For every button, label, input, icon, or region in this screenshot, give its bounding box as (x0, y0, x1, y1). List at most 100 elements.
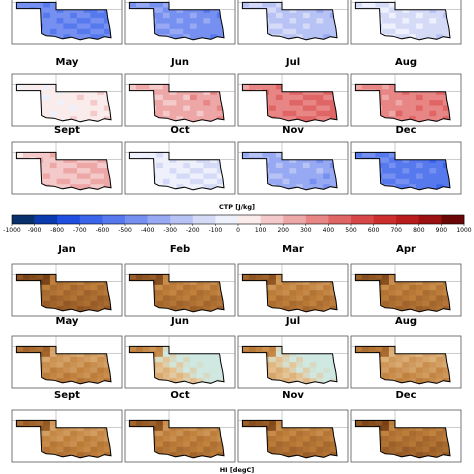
grid-cell (429, 23, 437, 30)
grid-cell (49, 28, 58, 35)
grid-cell (422, 367, 431, 374)
grid-cell (56, 306, 64, 312)
grid-cell (156, 84, 164, 90)
grid-cell (355, 152, 363, 158)
grid-cell (269, 300, 277, 307)
grid-cell (415, 367, 424, 374)
grid-cell (36, 2, 44, 8)
grid-cell (323, 184, 331, 190)
grid-cell (316, 425, 324, 432)
grid-cell (282, 362, 290, 368)
grid-cell (90, 295, 98, 302)
grid-cell (316, 23, 324, 30)
grid-cell (97, 372, 105, 379)
grid-cell (282, 157, 290, 164)
grid-cell (296, 378, 304, 384)
grid-cell (309, 178, 318, 185)
grid-cell (429, 290, 437, 296)
grid-cell (49, 94, 58, 101)
grid-cell (309, 446, 318, 453)
grid-cell (395, 89, 403, 96)
grid-cell (248, 420, 257, 426)
colorbar-tick-label: -100 (209, 227, 223, 234)
grid-cell (189, 452, 198, 458)
grid-cell (415, 162, 424, 169)
grid-cell (216, 23, 224, 30)
grid-cell (415, 105, 424, 112)
grid-cell (275, 372, 284, 379)
grid-cell (162, 372, 171, 379)
grid-cell (415, 284, 424, 291)
grid-cell (388, 351, 397, 358)
hi-panel-title: Nov (282, 390, 304, 401)
grid-cell (422, 446, 431, 453)
grid-cell (402, 362, 410, 368)
grid-cell (203, 295, 211, 302)
grid-cell (388, 105, 397, 112)
grid-cell (49, 100, 58, 106)
grid-cell (429, 446, 437, 453)
grid-cell (289, 430, 297, 437)
grid-cell (156, 23, 164, 30)
grid-cell (323, 351, 331, 358)
grid-cell (90, 446, 98, 453)
grid-cell (382, 430, 390, 437)
grid-cell (395, 295, 403, 302)
grid-cell (176, 279, 184, 286)
grid-cell (70, 110, 78, 117)
grid-cell (395, 436, 403, 442)
grid-cell (43, 18, 51, 24)
grid-cell (255, 84, 263, 90)
grid-cell (388, 430, 397, 437)
grid-cell (76, 356, 85, 363)
grid-cell (388, 12, 397, 19)
grid-cell (56, 105, 64, 112)
grid-cell (415, 178, 424, 185)
grid-cell (70, 295, 78, 302)
grid-cell (309, 157, 318, 164)
ctp-panel-May (11, 73, 123, 127)
grid-cell (329, 436, 337, 442)
grid-cell (296, 452, 304, 458)
grid-cell (316, 157, 324, 164)
grid-cell (196, 425, 205, 432)
grid-cell (388, 274, 397, 280)
grid-cell (361, 152, 370, 158)
grid-cell (269, 110, 277, 117)
grid-cell (97, 300, 105, 307)
grid-cell (415, 28, 424, 35)
grid-cell (436, 110, 444, 117)
grid-cell (203, 12, 211, 19)
grid-cell (176, 7, 184, 14)
grid-cell (43, 178, 51, 185)
grid-cell (269, 94, 277, 101)
grid-cell (316, 367, 324, 374)
grid-cell (176, 12, 184, 19)
grid-cell (323, 34, 331, 40)
colorbar-segment (441, 215, 465, 224)
grid-cell (422, 441, 431, 448)
grid-cell (442, 372, 450, 379)
grid-cell (388, 346, 397, 352)
grid-cell (70, 306, 78, 312)
grid-cell (415, 378, 424, 384)
grid-cell (83, 378, 92, 384)
grid-cell (97, 378, 105, 384)
grid-cell (189, 7, 198, 14)
grid-cell (70, 367, 78, 374)
hi-colorbar-label: HI [degC] (220, 466, 255, 474)
grid-cell (156, 89, 164, 96)
grid-cell (368, 420, 376, 426)
grid-cell (162, 84, 171, 90)
grid-cell (210, 173, 218, 180)
grid-cell (189, 441, 198, 448)
grid-cell (436, 34, 444, 40)
grid-cell (382, 2, 390, 8)
grid-cell (176, 351, 184, 358)
grid-cell (149, 420, 157, 426)
grid-cell (90, 157, 98, 164)
grid-cell (97, 157, 105, 164)
grid-cell (436, 446, 444, 453)
grid-cell (90, 367, 98, 374)
grid-cell (156, 28, 164, 35)
